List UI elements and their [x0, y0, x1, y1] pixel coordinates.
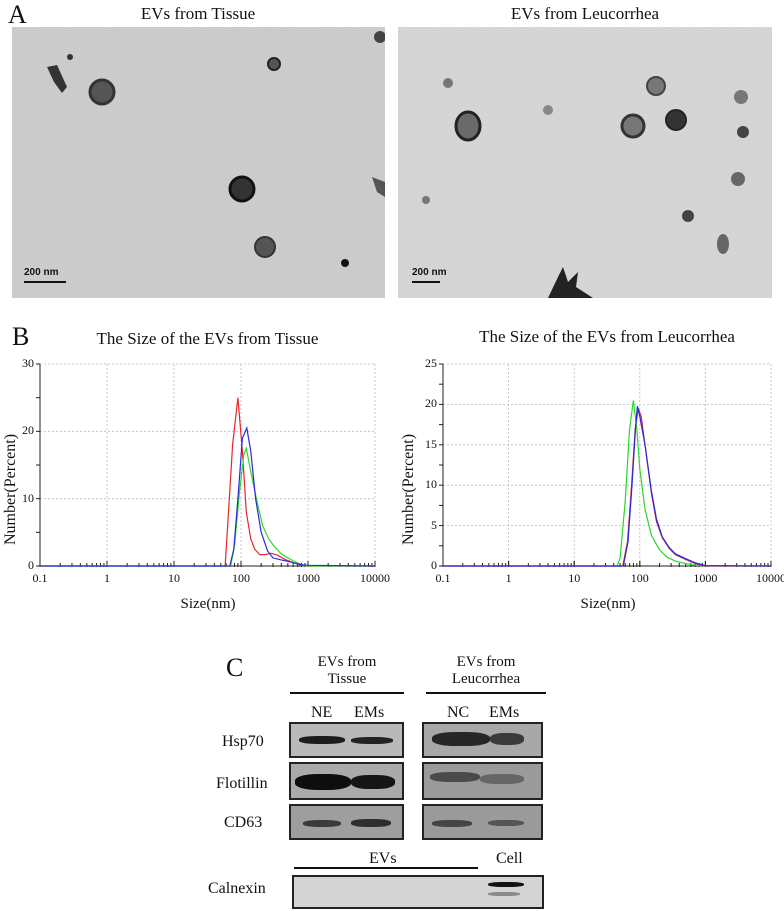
band [488, 820, 524, 826]
scale-bar [24, 281, 66, 283]
x-tick-label: 0.1 [435, 571, 451, 585]
wb-group-leucorrhea-underline [426, 692, 546, 694]
band [430, 772, 480, 782]
x-tick-label: 1000 [693, 571, 718, 585]
tem-title-tissue: EVs from Tissue [140, 4, 256, 23]
band [299, 736, 345, 744]
band [480, 774, 524, 784]
calnexin-cell-label: Cell [496, 850, 523, 867]
scale-bar [412, 281, 440, 283]
tem-micrograph-leucorrhea [398, 27, 772, 298]
band [295, 774, 351, 790]
band [351, 819, 391, 827]
lane-label-nc: NC [447, 704, 470, 721]
wb-group-leucorrhea-line1: EVs from [456, 654, 516, 670]
blot-cd63-tissue [289, 804, 404, 840]
chart-tissue-xlabel: Size(nm) [180, 596, 236, 612]
series-line-green [40, 445, 375, 567]
y-tick-label: 25 [425, 356, 437, 370]
x-tick-label: 10000 [756, 571, 784, 585]
x-tick-label: 10000 [360, 571, 390, 585]
blot-hsp70-leucorrhea [422, 722, 543, 758]
x-tick-label: 100 [232, 571, 250, 585]
band [490, 733, 524, 745]
calnexin-evs-label: EVs [369, 850, 397, 867]
tem-micrograph-tissue [12, 27, 385, 298]
y-tick-label: 0 [28, 558, 34, 572]
y-tick-label: 5 [431, 517, 437, 532]
panel-b-letter: B [12, 322, 30, 351]
wb-group-tissue-line2: Tissue [327, 671, 367, 687]
size-chart-tissue [36, 363, 376, 567]
tem-image-leucorrhea: 200 nm [398, 27, 772, 298]
y-tick-label: 20 [425, 396, 437, 411]
x-tick-label: 10 [168, 571, 180, 585]
band [303, 820, 341, 827]
band [488, 892, 520, 896]
tem-image-tissue: 200 nm [12, 27, 385, 298]
y-tick-label: 10 [425, 477, 437, 492]
series-line-blue [40, 425, 376, 567]
wb-group-tissue: EVs from Tissue [290, 654, 404, 688]
calnexin-evs-underline [294, 867, 478, 869]
blot-flotillin-tissue [289, 762, 404, 800]
y-tick-label: 0 [431, 558, 437, 572]
wb-group-leucorrhea: EVs from Leucorrhea [426, 654, 546, 688]
scale-bar-label: 200 nm [24, 267, 59, 278]
x-tick-label: 0.1 [32, 571, 48, 585]
scale-bar-label: 200 nm [412, 267, 447, 278]
series-line-red [443, 408, 771, 567]
lane-label-ne: NE [311, 704, 333, 721]
blot-hsp70-tissue [289, 722, 404, 758]
row-label-cd63: CD63 [224, 814, 263, 831]
band [432, 732, 490, 746]
x-tick-label: 1 [505, 571, 512, 585]
wb-group-tissue-underline [290, 692, 404, 694]
blot-flotillin-leucorrhea [422, 762, 543, 800]
y-tick-label: 30 [22, 356, 34, 370]
panel-c-letter: C [226, 653, 244, 682]
x-tick-label: 10 [568, 571, 581, 585]
blot-cd63-leucorrhea [422, 804, 543, 840]
chart-title-tissue: The Size of the EVs from Tissue [96, 329, 319, 348]
row-label-calnexin: Calnexin [208, 880, 266, 897]
row-label-hsp70: Hsp70 [222, 733, 264, 750]
lane-label-ems-leucorrhea: EMs [489, 704, 520, 721]
series-line-green [443, 400, 771, 567]
panel-a-letter: A [8, 0, 27, 29]
series-line-blue [443, 405, 772, 567]
size-chart-leucorrhea [439, 363, 772, 567]
wb-group-leucorrhea-line2: Leucorrhea [451, 671, 521, 687]
y-tick-label: 10 [22, 490, 34, 505]
blot-calnexin [292, 875, 544, 909]
band [432, 820, 472, 827]
band [351, 737, 393, 744]
tem-title-leucorrhea: EVs from Leucorrhea [510, 4, 660, 23]
x-tick-label: 100 [630, 571, 649, 585]
chart-leucorrhea-xlabel: Size(nm) [580, 596, 636, 612]
chart-title-leucorrhea: The Size of the EVs from Leucorrhea [479, 327, 735, 346]
band [488, 882, 524, 887]
lane-label-ems-tissue: EMs [354, 704, 385, 721]
y-tick-label: 15 [425, 436, 437, 451]
row-label-flotillin: Flotillin [216, 775, 268, 792]
x-tick-label: 1000 [296, 571, 320, 585]
band [351, 775, 395, 789]
wb-group-tissue-line1: EVs from [317, 654, 377, 670]
y-tick-label: 20 [22, 423, 34, 438]
x-tick-label: 1 [104, 571, 110, 585]
